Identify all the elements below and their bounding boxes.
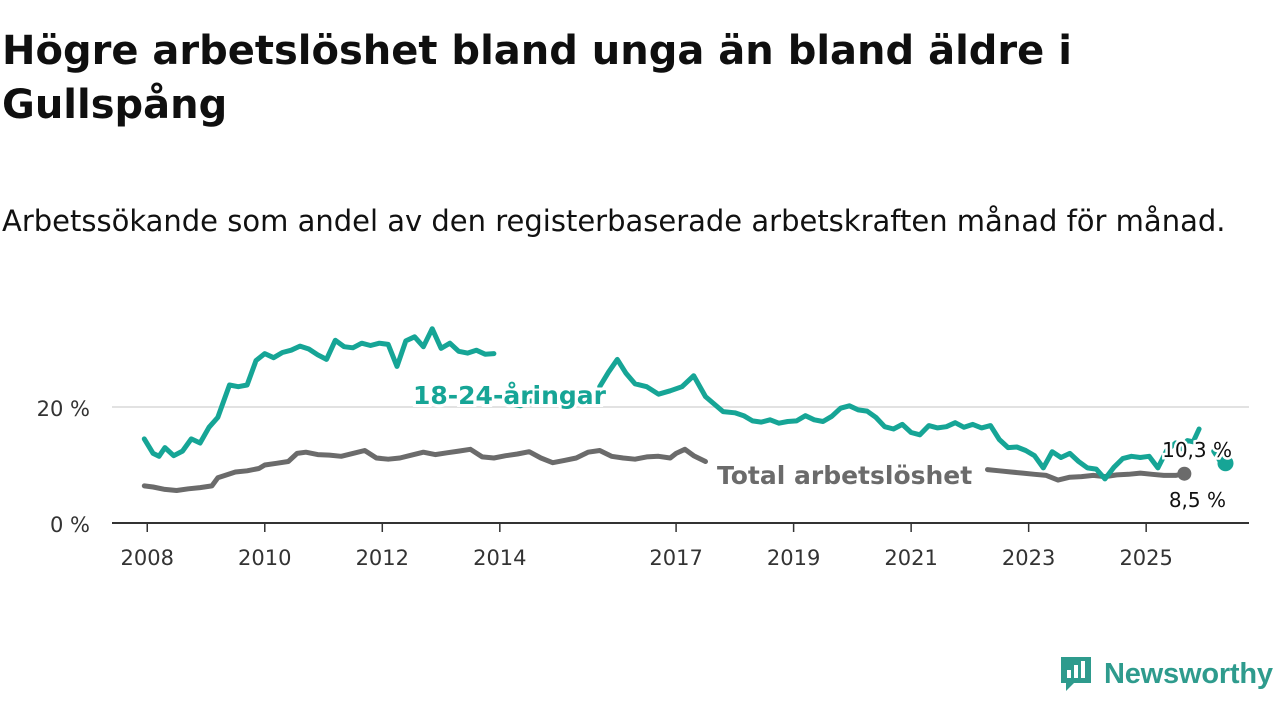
end-marker-total xyxy=(1177,466,1192,481)
x-axis: 0 % 20 % 2008 2010 2012 2014 2017 2019 2021 2023 2… xyxy=(37,397,1249,570)
end-value-youth: 10,3 % xyxy=(1162,438,1232,462)
y-tick-label: 0 % xyxy=(50,513,90,537)
series-line-1 xyxy=(985,467,1187,483)
x-tick-label: 2019 xyxy=(767,546,820,570)
series-line-2 xyxy=(141,326,497,459)
end-marker-youth xyxy=(1217,455,1234,472)
x-tick-label: 2025 xyxy=(1119,546,1172,570)
series-line-4 xyxy=(597,356,1202,482)
x-tick-label: 2023 xyxy=(1002,546,1055,570)
chart-subtitle: Arbetssökande som andel av den registerb… xyxy=(2,204,1226,238)
series-line-3 xyxy=(509,397,544,409)
newsworthy-logo-text: Newsworthy xyxy=(1104,657,1273,690)
series-lines xyxy=(141,326,1228,493)
x-tick-label: 2012 xyxy=(356,546,409,570)
end-value-total: 8,5 % xyxy=(1169,488,1226,512)
x-tick-label: 2014 xyxy=(473,546,526,570)
chart-title: Högre arbetslöshet bland unga än bland ä… xyxy=(2,28,1072,128)
x-tick-label: 2008 xyxy=(121,546,174,570)
x-tick-label: 2010 xyxy=(238,546,291,570)
y-tick-label: 20 % xyxy=(37,397,90,421)
newsworthy-logo-icon xyxy=(1061,657,1091,691)
series-line-0 xyxy=(141,446,708,493)
x-tick-label: 2017 xyxy=(649,546,702,570)
series-label-youth: 18-24-åringar xyxy=(413,381,607,410)
newsworthy-logo: Newsworthy xyxy=(1058,654,1273,694)
x-tick-label: 2021 xyxy=(884,546,937,570)
series-labels: 18-24-åringar Total arbetslöshet 10,3 % 8,5… xyxy=(410,378,1235,515)
series-label-total: Total arbetslöshet xyxy=(717,461,972,490)
